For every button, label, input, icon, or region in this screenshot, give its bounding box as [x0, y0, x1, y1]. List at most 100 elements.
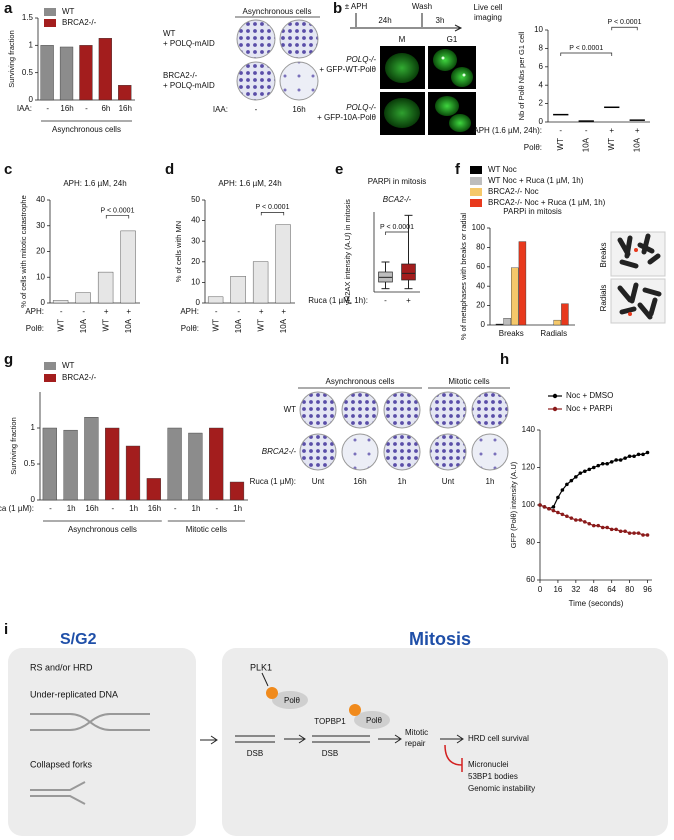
legend-label: WT	[62, 361, 75, 370]
x-tick-label: 10A	[279, 318, 288, 333]
point	[596, 523, 601, 528]
col-label: Unt	[442, 477, 455, 486]
point	[600, 461, 605, 466]
point	[614, 527, 618, 532]
series-line	[539, 451, 648, 510]
x-tick-label: -	[174, 504, 177, 513]
point	[623, 529, 627, 534]
x-tick-label: -	[111, 504, 114, 513]
bar	[79, 45, 93, 101]
y-tick-label: 10	[191, 278, 200, 287]
y-tick-label: 4	[539, 80, 544, 89]
x-tick-label: 16h	[148, 504, 161, 513]
point	[591, 523, 596, 528]
point	[645, 450, 650, 455]
point	[565, 482, 569, 487]
legend-label: WT	[62, 7, 75, 16]
bar	[63, 429, 78, 501]
x-tick-label: 48	[589, 585, 598, 594]
x-tick-label: 1h	[192, 504, 201, 513]
x-tick-label: -	[85, 104, 88, 113]
timeline-label: 24h	[378, 16, 391, 25]
y-tick-label: 140	[522, 425, 536, 434]
x-tick-label: WT	[607, 138, 616, 151]
point	[574, 518, 578, 522]
bar	[167, 427, 182, 501]
y-tick-label: 60	[476, 262, 485, 271]
label: HRD cell survival	[468, 734, 529, 743]
bar	[40, 45, 54, 101]
y-tick-label: 1.5	[22, 13, 34, 22]
annotation: P < 0.0001	[380, 224, 414, 231]
y-tick-label: 2	[539, 99, 544, 108]
legend-swatch	[44, 8, 56, 16]
y-axis-label: γH2AX intensity (A.U) in mitosis	[343, 199, 352, 305]
x-tick-label: WT	[211, 319, 220, 332]
legend-swatch	[470, 188, 482, 196]
timeline-b: ± APH 24h Wash 3h Live cell imaging M G1…	[317, 2, 503, 135]
y-axis-label: GFP (Polθ) intensity (A.U)	[509, 461, 518, 548]
row-label: APH (1.6 µM, 24h):	[473, 126, 542, 135]
y-tick-label: 120	[522, 463, 536, 472]
legend-swatch	[44, 19, 56, 27]
x-tick-label: WT	[556, 138, 565, 151]
y-tick-label: 0	[31, 495, 36, 504]
timeline-label: Wash	[412, 2, 432, 11]
y-tick-label: 60	[526, 575, 535, 584]
bar	[553, 319, 561, 326]
plates-title: Mitotic cells	[448, 377, 489, 386]
point	[578, 518, 583, 522]
label: Under-replicated DNA	[30, 689, 118, 699]
bar	[229, 481, 245, 501]
axis-label: IAA:	[213, 105, 228, 114]
y-tick-label: 10	[534, 25, 543, 34]
col-label: M	[399, 35, 406, 44]
y-tick-label: 0.5	[24, 459, 36, 468]
phase-box	[8, 648, 196, 836]
legend-label: BRCA2-/- Noc + Ruca (1 µM, 1h)	[488, 198, 606, 207]
bar	[495, 323, 504, 326]
col-label: 1h	[398, 477, 407, 486]
legend-swatch	[552, 393, 558, 399]
y-tick-label: 0	[481, 320, 486, 329]
row-tick-label: -	[559, 126, 562, 135]
point	[627, 531, 632, 535]
annotation: P < 0.0001	[101, 207, 135, 214]
label: TOPBP1	[314, 717, 346, 726]
y-axis-label: Nb of Polθ Nbs per G1 cell	[517, 31, 526, 120]
panel-letter: i	[4, 621, 8, 638]
x-tick-label: 0	[538, 585, 543, 594]
bar	[59, 46, 74, 101]
point	[551, 505, 556, 509]
group-label: Asynchronous cells	[52, 125, 121, 134]
panel-letter: c	[4, 161, 12, 178]
row-label: BRCA2-/-	[262, 447, 297, 456]
y-axis-label: % of cells with mitotic catastrophe	[19, 195, 28, 308]
x-tick-label: 96	[643, 585, 652, 594]
y-tick-label: 0.5	[22, 68, 34, 77]
y-tick-label: 30	[191, 236, 200, 245]
label: DSB	[247, 749, 263, 758]
row-tick-label: +	[281, 307, 286, 316]
x-tick-label: 10A	[632, 137, 641, 152]
point	[542, 505, 547, 509]
row-tick-label: +	[126, 307, 131, 316]
plate	[279, 19, 319, 59]
significance-bracket	[105, 215, 130, 219]
point	[605, 461, 609, 466]
y-tick-label: 10	[36, 272, 45, 281]
legend-label: BRCA2-/-	[62, 373, 97, 382]
label: Collapsed forks	[30, 759, 93, 769]
legend-swatch	[44, 362, 56, 370]
x-tick-label: -	[46, 104, 49, 113]
y-tick-label: 20	[476, 301, 485, 310]
phase-title: S/G2	[60, 631, 97, 648]
row-label: APH:	[25, 307, 44, 316]
x-tick-label: 10A	[234, 318, 243, 333]
plates-g: Asynchronous cells Mitotic cells WT BRCA…	[250, 377, 510, 486]
bar	[120, 230, 136, 304]
label: Micronuclei	[468, 760, 509, 769]
y-tick-label: 100	[472, 223, 486, 232]
row-tick-label: +	[104, 307, 109, 316]
